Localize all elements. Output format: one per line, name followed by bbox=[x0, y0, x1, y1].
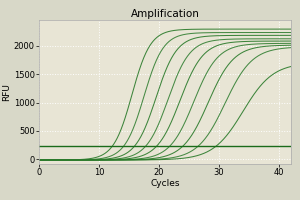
Title: Amplification: Amplification bbox=[130, 9, 200, 19]
X-axis label: Cycles: Cycles bbox=[150, 179, 180, 188]
Y-axis label: RFU: RFU bbox=[2, 83, 11, 101]
